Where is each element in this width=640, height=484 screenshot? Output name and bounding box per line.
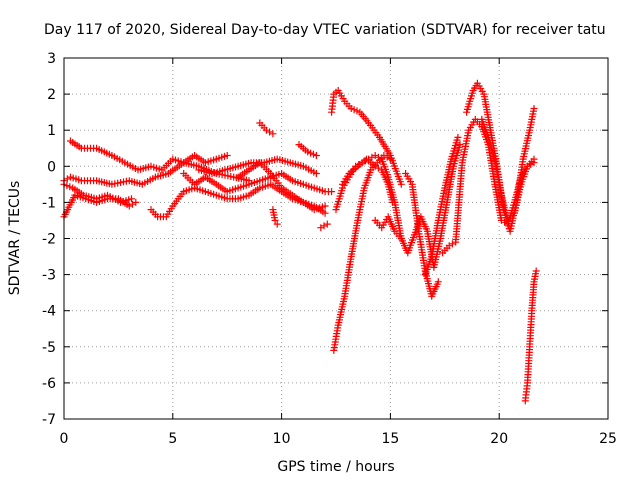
axis-ticks: 0 5 10 15 20 25 -7 -6 -5 -4 -3 -2 -1 0 1 2 3 [42,51,617,447]
series-arc-08 [234,159,329,217]
data-point [328,188,336,196]
chart-title: Day 117 of 2020, Sidereal Day-to-day VTE… [44,22,606,38]
x-tick-label: 10 [273,431,291,447]
series-arc-18 [391,141,464,271]
y-tick-label: -1 [42,195,56,211]
y-tick-label: -4 [42,304,56,320]
y-tick-label: -5 [42,340,56,356]
data-marker [63,175,71,183]
x-tick-label: 5 [168,431,177,447]
series-arc-13 [328,87,405,188]
data-marker [266,128,274,136]
x-tick-label: 15 [381,431,399,447]
series-arc-24 [521,267,540,405]
y-axis-label: SDTVAR / TECUs [7,181,23,296]
data-point [312,152,320,159]
data-point [321,209,329,217]
data-marker [129,200,136,208]
x-axis-label: GPS time / hours [277,459,394,475]
series-arc-03 [67,137,231,174]
data-point [132,198,140,206]
series-arc-10 [269,206,281,228]
x-tick-label: 20 [490,431,508,447]
data-point [271,216,279,224]
data-point [323,220,331,228]
series-arc-12 [317,220,331,232]
data-point [456,141,464,149]
data-point [128,195,135,203]
data-point [386,155,394,163]
y-tick-label: -3 [42,268,56,284]
data-point [312,170,320,177]
data-point [269,130,277,138]
data-point [434,278,442,286]
data-point [530,105,538,112]
data-marker [368,153,376,161]
series-arc-11 [295,141,320,159]
y-tick-label: 1 [47,123,56,139]
x-tick-label: 25 [599,431,617,447]
data-point [223,152,231,159]
data-point [371,152,379,159]
series-arc-19 [402,170,442,300]
y-tick-label: -7 [42,412,56,428]
y-tick-label: 3 [47,51,56,67]
y-tick-label: 2 [47,87,56,103]
data-point [532,267,540,275]
y-tick-label: -6 [42,376,56,392]
y-tick-label: 0 [47,159,56,175]
series-arc-14 [330,152,394,354]
data-point [317,224,325,232]
data-point [273,220,281,228]
series-arc-05 [147,180,329,221]
series-arc-23 [478,115,538,224]
series-arc-04 [60,180,135,206]
data-point [321,202,329,210]
data-point [397,180,405,188]
data-marker [448,240,456,248]
data-point [530,155,538,163]
series-arc-02 [60,159,253,188]
data-marks [60,79,540,405]
y-tick-label: -2 [42,232,56,248]
series-arc-09 [256,119,277,138]
data-point [454,133,462,141]
series-arc-20 [421,133,462,279]
grid-layer [64,58,608,419]
data-marker [320,222,328,230]
x-tick-label: 0 [60,431,69,447]
series-arc-06 [180,170,336,196]
